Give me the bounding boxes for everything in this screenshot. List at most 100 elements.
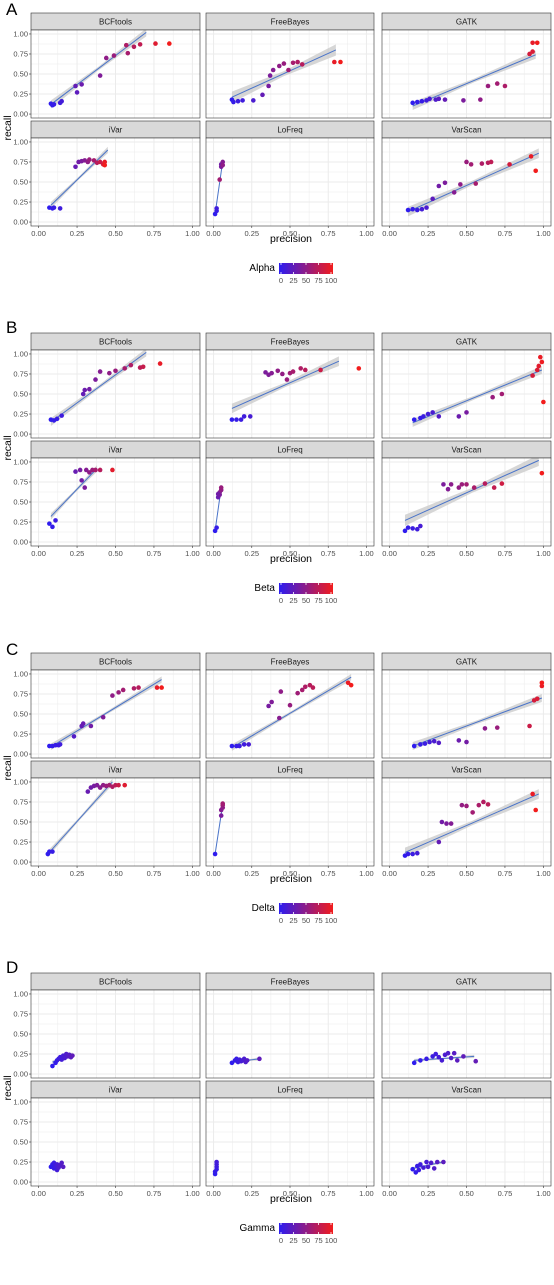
data-point: [299, 687, 305, 693]
data-point: [499, 481, 505, 486]
x-tick-label: 0.75: [321, 1189, 336, 1198]
x-axis-title: precision: [270, 873, 312, 885]
grid-lines: [382, 990, 551, 1078]
legend-tick-label: 100: [325, 276, 338, 285]
facet-varscan: VarScan 0.00 0.25 0.50 0.75 1.00: [381, 440, 552, 558]
x-tick-label: 0.00: [382, 869, 397, 878]
data-point: [473, 1058, 479, 1064]
data-point: [103, 55, 109, 61]
data-point: [57, 206, 63, 211]
legend-tick-label: 50: [302, 1236, 310, 1245]
x-tick-label: 1.00: [359, 1189, 374, 1198]
fit-layer: [231, 44, 337, 103]
x-tick-label: 0.25: [244, 869, 259, 878]
chart-group-a: BCFtools 0.00 0.25 0.50 0.75 1.00 FreeBayes GAT…: [2, 12, 552, 285]
y-tick-label: 0.50: [13, 498, 28, 507]
data-point: [425, 411, 431, 417]
data-point: [113, 368, 118, 374]
data-point: [471, 485, 477, 490]
data-point: [418, 523, 423, 529]
y-tick-label: 0.00: [13, 218, 28, 227]
data-point: [421, 414, 426, 419]
facet-ivar: iVar 0.00 0.25 0.50 0.75 1.00 0.00 0.25 0.50 0.75…: [13, 1080, 201, 1198]
regression-line: [231, 676, 352, 749]
x-tick-label: 0.25: [421, 549, 436, 558]
x-tick-label: 0.25: [70, 869, 85, 878]
x-tick-label: 0.00: [206, 1189, 221, 1198]
data-point: [356, 366, 362, 371]
grid-lines: [382, 1098, 551, 1186]
x-tick-label: 0.75: [498, 229, 513, 238]
facet-varscan: VarScan 0.00 0.25 0.50 0.75 1.00: [381, 760, 552, 878]
data-point: [85, 789, 91, 794]
data-point: [488, 159, 494, 165]
data-point: [238, 417, 244, 422]
data-point: [451, 1050, 457, 1056]
facet-strip-label: BCFtools: [99, 658, 132, 667]
data-point: [539, 470, 545, 476]
data-point: [278, 689, 284, 694]
data-point: [310, 685, 316, 690]
data-point: [436, 1054, 442, 1060]
data-point: [456, 485, 462, 490]
facet-bcftools: BCFtools 0.00 0.25 0.50 0.75 1.00: [13, 332, 201, 439]
data-point: [122, 782, 128, 788]
facet-varscan: VarScan 0.00 0.25 0.50 0.75 1.00: [381, 1080, 552, 1198]
data-point: [302, 367, 308, 373]
data-point: [290, 60, 296, 66]
y-tick-label: 0.00: [13, 110, 28, 119]
y-axis-title: recall: [2, 755, 14, 780]
facet-panel-border: [381, 989, 552, 1079]
data-point: [411, 417, 417, 422]
x-tick-label: 1.00: [185, 1189, 200, 1198]
data-point: [419, 98, 425, 104]
x-tick-label: 0.25: [244, 549, 259, 558]
data-point: [494, 725, 500, 730]
data-point: [441, 1159, 446, 1165]
data-point: [427, 96, 432, 102]
data-point: [120, 687, 126, 693]
data-point: [479, 161, 485, 166]
legend-tick-label: 50: [302, 596, 310, 605]
data-point: [448, 821, 454, 826]
data-point: [80, 391, 86, 397]
data-point: [74, 90, 80, 95]
fit-layer: [47, 778, 113, 858]
data-point: [405, 525, 411, 530]
fit-layer: [407, 148, 539, 217]
facet-ivar: iVar 0.00 0.25 0.50 0.75 1.00 0.00 0.25 0.50 0.75…: [13, 440, 201, 558]
data-point: [530, 49, 535, 54]
data-point: [424, 1056, 429, 1062]
data-point: [82, 485, 88, 490]
data-point: [215, 491, 221, 497]
data-point: [220, 159, 226, 165]
legend-tick-label: 75: [314, 276, 322, 285]
grid-lines: [31, 458, 200, 546]
facet-gatk: GATK: [381, 972, 552, 1079]
facet-panel-border: [381, 669, 552, 759]
data-point: [50, 1063, 55, 1069]
facet-strip-label: iVar: [109, 446, 123, 455]
x-tick-label: 0.25: [244, 1189, 259, 1198]
data-point: [110, 467, 115, 473]
y-axis-title: recall: [2, 435, 14, 460]
facet-panel-border: [205, 669, 375, 759]
y-tick-label: 1.00: [13, 349, 28, 358]
data-point: [418, 1058, 423, 1063]
facet-strip-label: FreeBayes: [271, 658, 310, 667]
data-point: [51, 102, 57, 107]
data-point: [470, 810, 475, 815]
y-tick-label: 0.50: [13, 1030, 28, 1039]
y-tick-label: 0.00: [13, 858, 28, 867]
data-point: [269, 699, 274, 705]
data-point: [473, 181, 479, 186]
y-tick-label: 0.75: [13, 689, 28, 698]
x-tick-label: 0.75: [321, 229, 336, 238]
data-point: [220, 162, 226, 168]
x-tick-label: 0.25: [70, 549, 85, 558]
data-point: [214, 206, 219, 211]
data-point: [50, 524, 55, 530]
facet-strip-label: BCFtools: [99, 18, 132, 27]
data-point: [482, 726, 488, 731]
data-point: [445, 486, 451, 492]
